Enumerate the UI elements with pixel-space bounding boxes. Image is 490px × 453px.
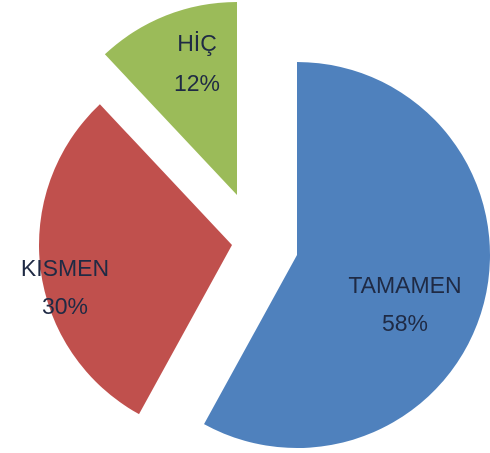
slice-value-label: 58% xyxy=(382,310,428,336)
pie-slice xyxy=(104,2,237,195)
pie-slice xyxy=(39,104,233,415)
slice-value-label: 12% xyxy=(174,70,220,96)
slice-label: HİÇ xyxy=(177,30,217,56)
slice-label: KISMEN xyxy=(21,255,109,281)
slice-label: TAMAMEN xyxy=(348,272,461,298)
pie-slice xyxy=(204,62,490,448)
slice-value-label: 30% xyxy=(42,293,88,319)
